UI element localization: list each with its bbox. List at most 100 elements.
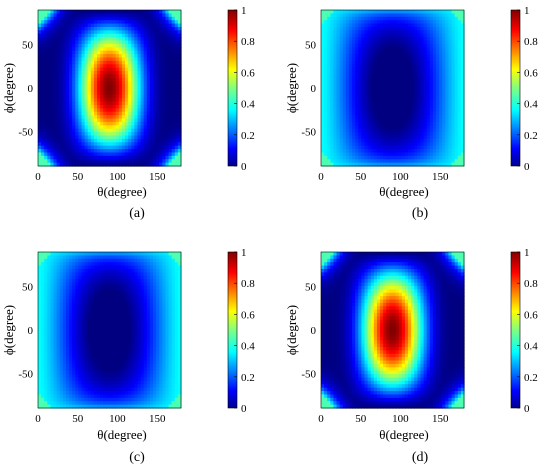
heatmap-cell [72, 252, 76, 256]
heatmap-cell [376, 50, 381, 55]
heatmap-cell [398, 138, 403, 143]
heatmap-cell [103, 91, 107, 96]
heatmap-cell [414, 94, 418, 99]
heatmap-cell [38, 16, 42, 21]
heatmap-cell [451, 159, 456, 164]
heatmap-cell [121, 138, 126, 143]
heatmap-cell [137, 101, 142, 106]
heatmap-cell [137, 64, 142, 69]
heatmap-cell [103, 20, 107, 25]
heatmap-cell [448, 149, 453, 154]
heatmap-cell [47, 404, 52, 409]
heatmap-cell [121, 88, 126, 92]
heatmap-cell [90, 84, 95, 89]
heatmap-cell [339, 26, 344, 31]
heatmap-cell [56, 309, 61, 314]
heatmap-cell [168, 108, 173, 113]
heatmap-cell [125, 84, 129, 89]
heatmap-cell [87, 128, 92, 133]
heatmap-cell [376, 91, 381, 96]
heatmap-cell [330, 40, 335, 45]
heatmap-cell [59, 152, 64, 157]
heatmap-cell [345, 91, 350, 96]
heatmap-cell [174, 94, 179, 99]
heatmap-cell [56, 37, 61, 42]
heatmap-cell [380, 23, 384, 28]
heatmap-cell [90, 142, 95, 147]
heatmap-cell [342, 88, 347, 92]
heatmap-cell [395, 64, 400, 69]
heatmap-cell [436, 77, 440, 82]
heatmap-cell [321, 152, 325, 157]
heatmap-cell [370, 159, 375, 164]
heatmap-cell [41, 104, 45, 109]
heatmap-cell [442, 94, 446, 99]
heatmap-cell [81, 391, 86, 396]
heatmap-cell [93, 33, 98, 38]
heatmap-cell [445, 145, 450, 150]
heatmap-cell [429, 98, 434, 103]
heatmap-cell [451, 23, 456, 28]
heatmap-cell [69, 340, 73, 345]
heatmap-cell [171, 159, 176, 164]
heatmap-cell [50, 323, 55, 328]
heatmap-cell [59, 272, 64, 277]
heatmap-cell [451, 20, 456, 25]
heatmap-cell [47, 292, 52, 297]
heatmap-cell [97, 91, 101, 96]
heatmap-cell [168, 40, 173, 45]
heatmap-cell [78, 316, 83, 321]
heatmap-cell [125, 10, 129, 14]
heatmap-cell [62, 360, 67, 365]
heatmap-cell [137, 57, 142, 62]
heatmap-cell [370, 16, 375, 21]
heatmap-cell [97, 104, 101, 109]
heatmap-cell [414, 20, 418, 25]
heatmap-cell [65, 367, 70, 372]
heatmap-cell [109, 13, 114, 18]
heatmap-cell [324, 84, 328, 89]
heatmap-cell [72, 380, 76, 385]
heatmap-cell [404, 135, 409, 140]
heatmap-cell [121, 10, 126, 14]
heatmap-cell [348, 77, 353, 82]
colorbar-tick-label: 1 [524, 5, 530, 17]
heatmap-cell [90, 81, 95, 86]
heatmap-cell [53, 132, 58, 137]
heatmap-cell [355, 132, 359, 137]
heatmap-cell [367, 152, 372, 157]
heatmap-cell [339, 152, 344, 157]
heatmap-cell [156, 60, 160, 65]
heatmap-cell [373, 67, 378, 72]
heatmap-cell [330, 121, 335, 126]
heatmap-cell [65, 316, 70, 321]
heatmap-cell [345, 149, 350, 154]
heatmap-cell [162, 162, 167, 167]
heatmap-cell [93, 47, 98, 52]
heatmap-cell [75, 142, 80, 147]
heatmap-cell [168, 16, 173, 21]
heatmap-cell [386, 108, 390, 113]
heatmap-cell [436, 145, 440, 150]
heatmap-cell [47, 350, 52, 355]
heatmap-cell [59, 255, 64, 260]
heatmap-cell [445, 43, 450, 48]
heatmap-cell [44, 330, 48, 334]
heatmap-cell [408, 26, 412, 31]
heatmap-cell [103, 23, 107, 28]
heatmap-cell [171, 16, 176, 21]
heatmap-cell [159, 159, 163, 164]
heatmap-cell [168, 88, 173, 92]
heatmap-cell [118, 71, 123, 76]
heatmap-cell [442, 47, 446, 52]
heatmap-cell [380, 132, 384, 137]
heatmap-cell [324, 64, 328, 69]
heatmap-cell [75, 319, 80, 324]
heatmap-cell [395, 152, 400, 157]
heatmap-cell [69, 343, 73, 348]
heatmap-cell [373, 121, 378, 126]
heatmap-cell [401, 64, 406, 69]
heatmap-cell [177, 84, 182, 89]
heatmap-cell [125, 40, 129, 45]
heatmap-cell [81, 54, 86, 59]
